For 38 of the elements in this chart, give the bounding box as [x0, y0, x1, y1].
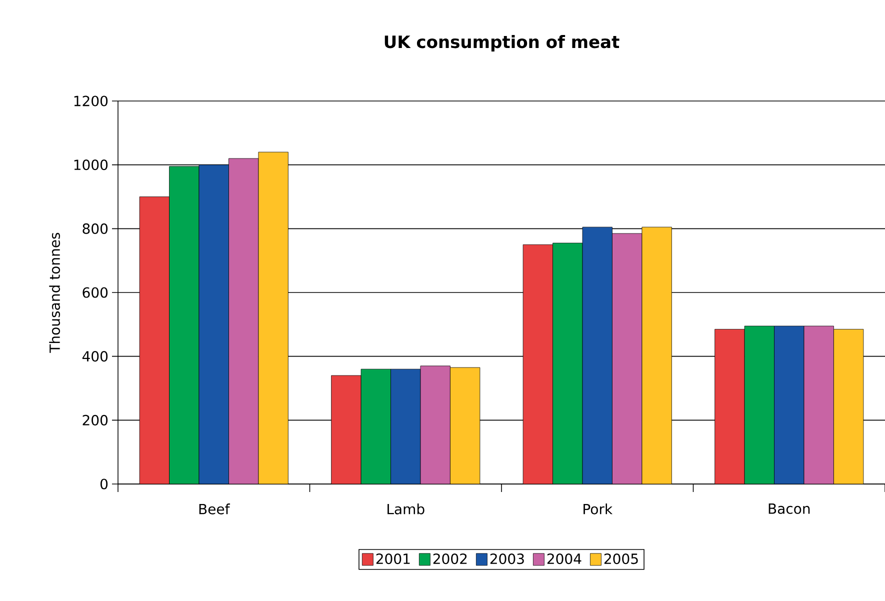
x-tick-label: Beef	[199, 504, 230, 514]
y-tick-label: 800	[82, 223, 108, 234]
y-tick-label: 400	[82, 351, 108, 362]
legend-label: 2002	[433, 553, 467, 564]
bar	[642, 227, 672, 484]
bar	[552, 243, 583, 484]
x-tick-label: Bacon	[768, 504, 810, 514]
bar	[420, 366, 450, 484]
bar	[523, 244, 553, 484]
y-tick-label: 600	[82, 287, 108, 298]
bar	[331, 375, 362, 484]
bar	[612, 233, 642, 484]
chart-title: UK consumption of meat	[384, 35, 620, 52]
y-axis-title: Thousand tonnes	[49, 232, 60, 353]
bar	[834, 329, 864, 484]
legend-label: 2005	[604, 553, 638, 564]
bar	[139, 196, 170, 484]
legend-label: 2004	[547, 553, 582, 564]
bar	[360, 368, 391, 484]
bar	[390, 368, 421, 484]
y-tick-label: 1200	[74, 96, 108, 106]
x-tick-label: Lamb	[388, 504, 424, 514]
y-tick-label: 0	[100, 478, 108, 490]
bar	[774, 326, 804, 484]
bar	[228, 158, 259, 484]
y-tick-label: 200	[82, 414, 108, 426]
bar	[714, 329, 745, 484]
bar	[582, 227, 612, 484]
bar	[198, 164, 229, 484]
bar	[258, 152, 288, 484]
legend-label: 2003	[490, 553, 524, 564]
y-tick-label: 1000	[74, 160, 108, 170]
x-tick-label: Pork	[584, 504, 613, 514]
bar	[169, 166, 200, 484]
legend-label: 2001	[376, 553, 410, 564]
bar	[804, 326, 834, 484]
bar	[744, 326, 774, 484]
bar	[450, 367, 480, 484]
